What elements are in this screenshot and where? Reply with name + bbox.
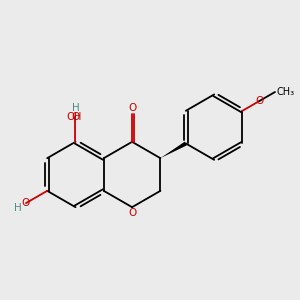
Text: CH₃: CH₃ xyxy=(277,87,295,97)
Text: H: H xyxy=(72,103,80,112)
Text: H: H xyxy=(74,112,81,122)
Text: O: O xyxy=(66,112,74,122)
Polygon shape xyxy=(160,142,187,158)
Text: O: O xyxy=(22,198,30,208)
Text: O: O xyxy=(255,96,263,106)
Text: O: O xyxy=(128,208,136,218)
Text: H: H xyxy=(14,203,21,213)
Text: O: O xyxy=(71,112,80,122)
Text: O: O xyxy=(128,103,136,113)
